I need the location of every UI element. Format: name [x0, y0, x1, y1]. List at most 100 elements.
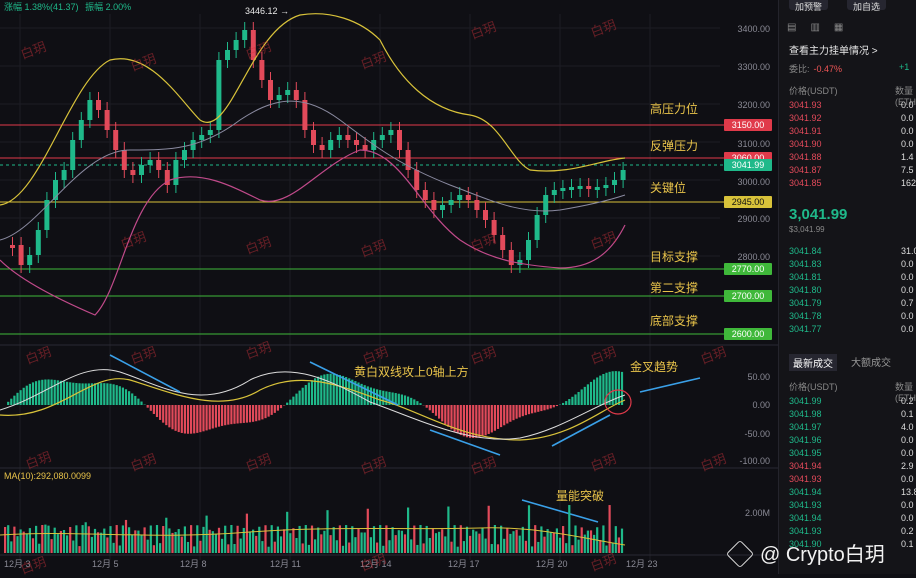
macd-bar [13, 396, 15, 405]
volume-bar [342, 546, 344, 553]
volume-bar [302, 543, 304, 553]
macd-bar [156, 405, 158, 417]
volume-bar [326, 510, 328, 553]
volume-bar [593, 535, 595, 553]
volume-bar [230, 525, 232, 553]
candle-body [466, 195, 471, 200]
candle-body [423, 190, 428, 200]
candle-body [234, 40, 239, 50]
volume-bar [184, 526, 186, 553]
macd-bar [581, 389, 583, 405]
macd-bar [109, 384, 111, 405]
macd-bar [416, 401, 418, 405]
price-tag-2770: 2770.00 [724, 263, 772, 275]
row-qty: 0.0 [901, 259, 914, 269]
macd-bar [7, 402, 9, 405]
candle-body [621, 170, 626, 180]
row-price: 3041.95 [789, 448, 822, 458]
candle-body [113, 130, 118, 150]
volume-bar [109, 526, 111, 553]
volume-bar [69, 527, 71, 553]
volume-bar [423, 543, 425, 553]
volume-bar [44, 525, 46, 553]
macd-bar [206, 405, 208, 430]
level-label-key: 关键位 [650, 179, 686, 196]
price-tag-current: 3041.99 [724, 159, 772, 171]
macd-bar [106, 383, 108, 405]
macd-bar [543, 405, 545, 410]
volume-bar [392, 527, 394, 553]
row-price: 3041.93 [789, 500, 822, 510]
volume-bar [413, 526, 415, 553]
candle-body [457, 195, 462, 200]
volume-bar [168, 528, 170, 553]
add-alert-button[interactable]: 加预警 [789, 0, 828, 10]
volume-bar [426, 526, 428, 553]
macd-bar [571, 397, 573, 405]
macd-bar [233, 405, 235, 424]
row-qty: 0.0 [901, 435, 914, 445]
macd-bar [181, 405, 183, 433]
level-label-target-support: 目标支撑 [650, 248, 698, 265]
row-price: 3041.77 [789, 324, 822, 334]
volume-bar [75, 525, 77, 553]
kline-chart[interactable]: 涨幅 1.38%(41.37) 振幅 2.00% 3446.12 → 3400.… [0, 0, 778, 574]
row-price: 3041.81 [789, 272, 822, 282]
candle-body [216, 60, 221, 130]
orderbook-view-icons[interactable]: ▤▥▦ [787, 22, 857, 33]
macd-bar [147, 405, 149, 408]
row-price: 3041.93 [789, 526, 822, 536]
volume-bar [416, 545, 418, 553]
add-favorite-button[interactable]: 加自选 [847, 0, 886, 10]
row-qty: 0.0 [901, 126, 914, 136]
volume-bar [615, 526, 617, 553]
volume-bar [466, 527, 468, 553]
volume-bar [144, 527, 146, 553]
volume-bar [94, 529, 96, 553]
volume-bar [100, 533, 102, 553]
candle-body [431, 200, 436, 210]
volume-bar [41, 525, 43, 553]
volume-bar [227, 544, 229, 553]
row-price: 3041.80 [789, 285, 822, 295]
macd-bar [199, 405, 201, 432]
macd-bar [503, 405, 505, 425]
macd-bar [212, 405, 214, 428]
volume-bar [534, 525, 536, 553]
macd-bar [574, 394, 576, 405]
tab-big-trades[interactable]: 大额成交 [851, 354, 891, 369]
volume-bar [137, 531, 139, 553]
macd-bar [339, 375, 341, 405]
main-orders-link[interactable]: 查看主力挂单情况 > [789, 42, 878, 57]
candle-body [148, 160, 153, 165]
tab-latest-trades[interactable]: 最新成交 [789, 354, 837, 371]
macd-bar [478, 405, 480, 437]
candle-body [414, 170, 419, 190]
macd-bar [438, 405, 440, 419]
